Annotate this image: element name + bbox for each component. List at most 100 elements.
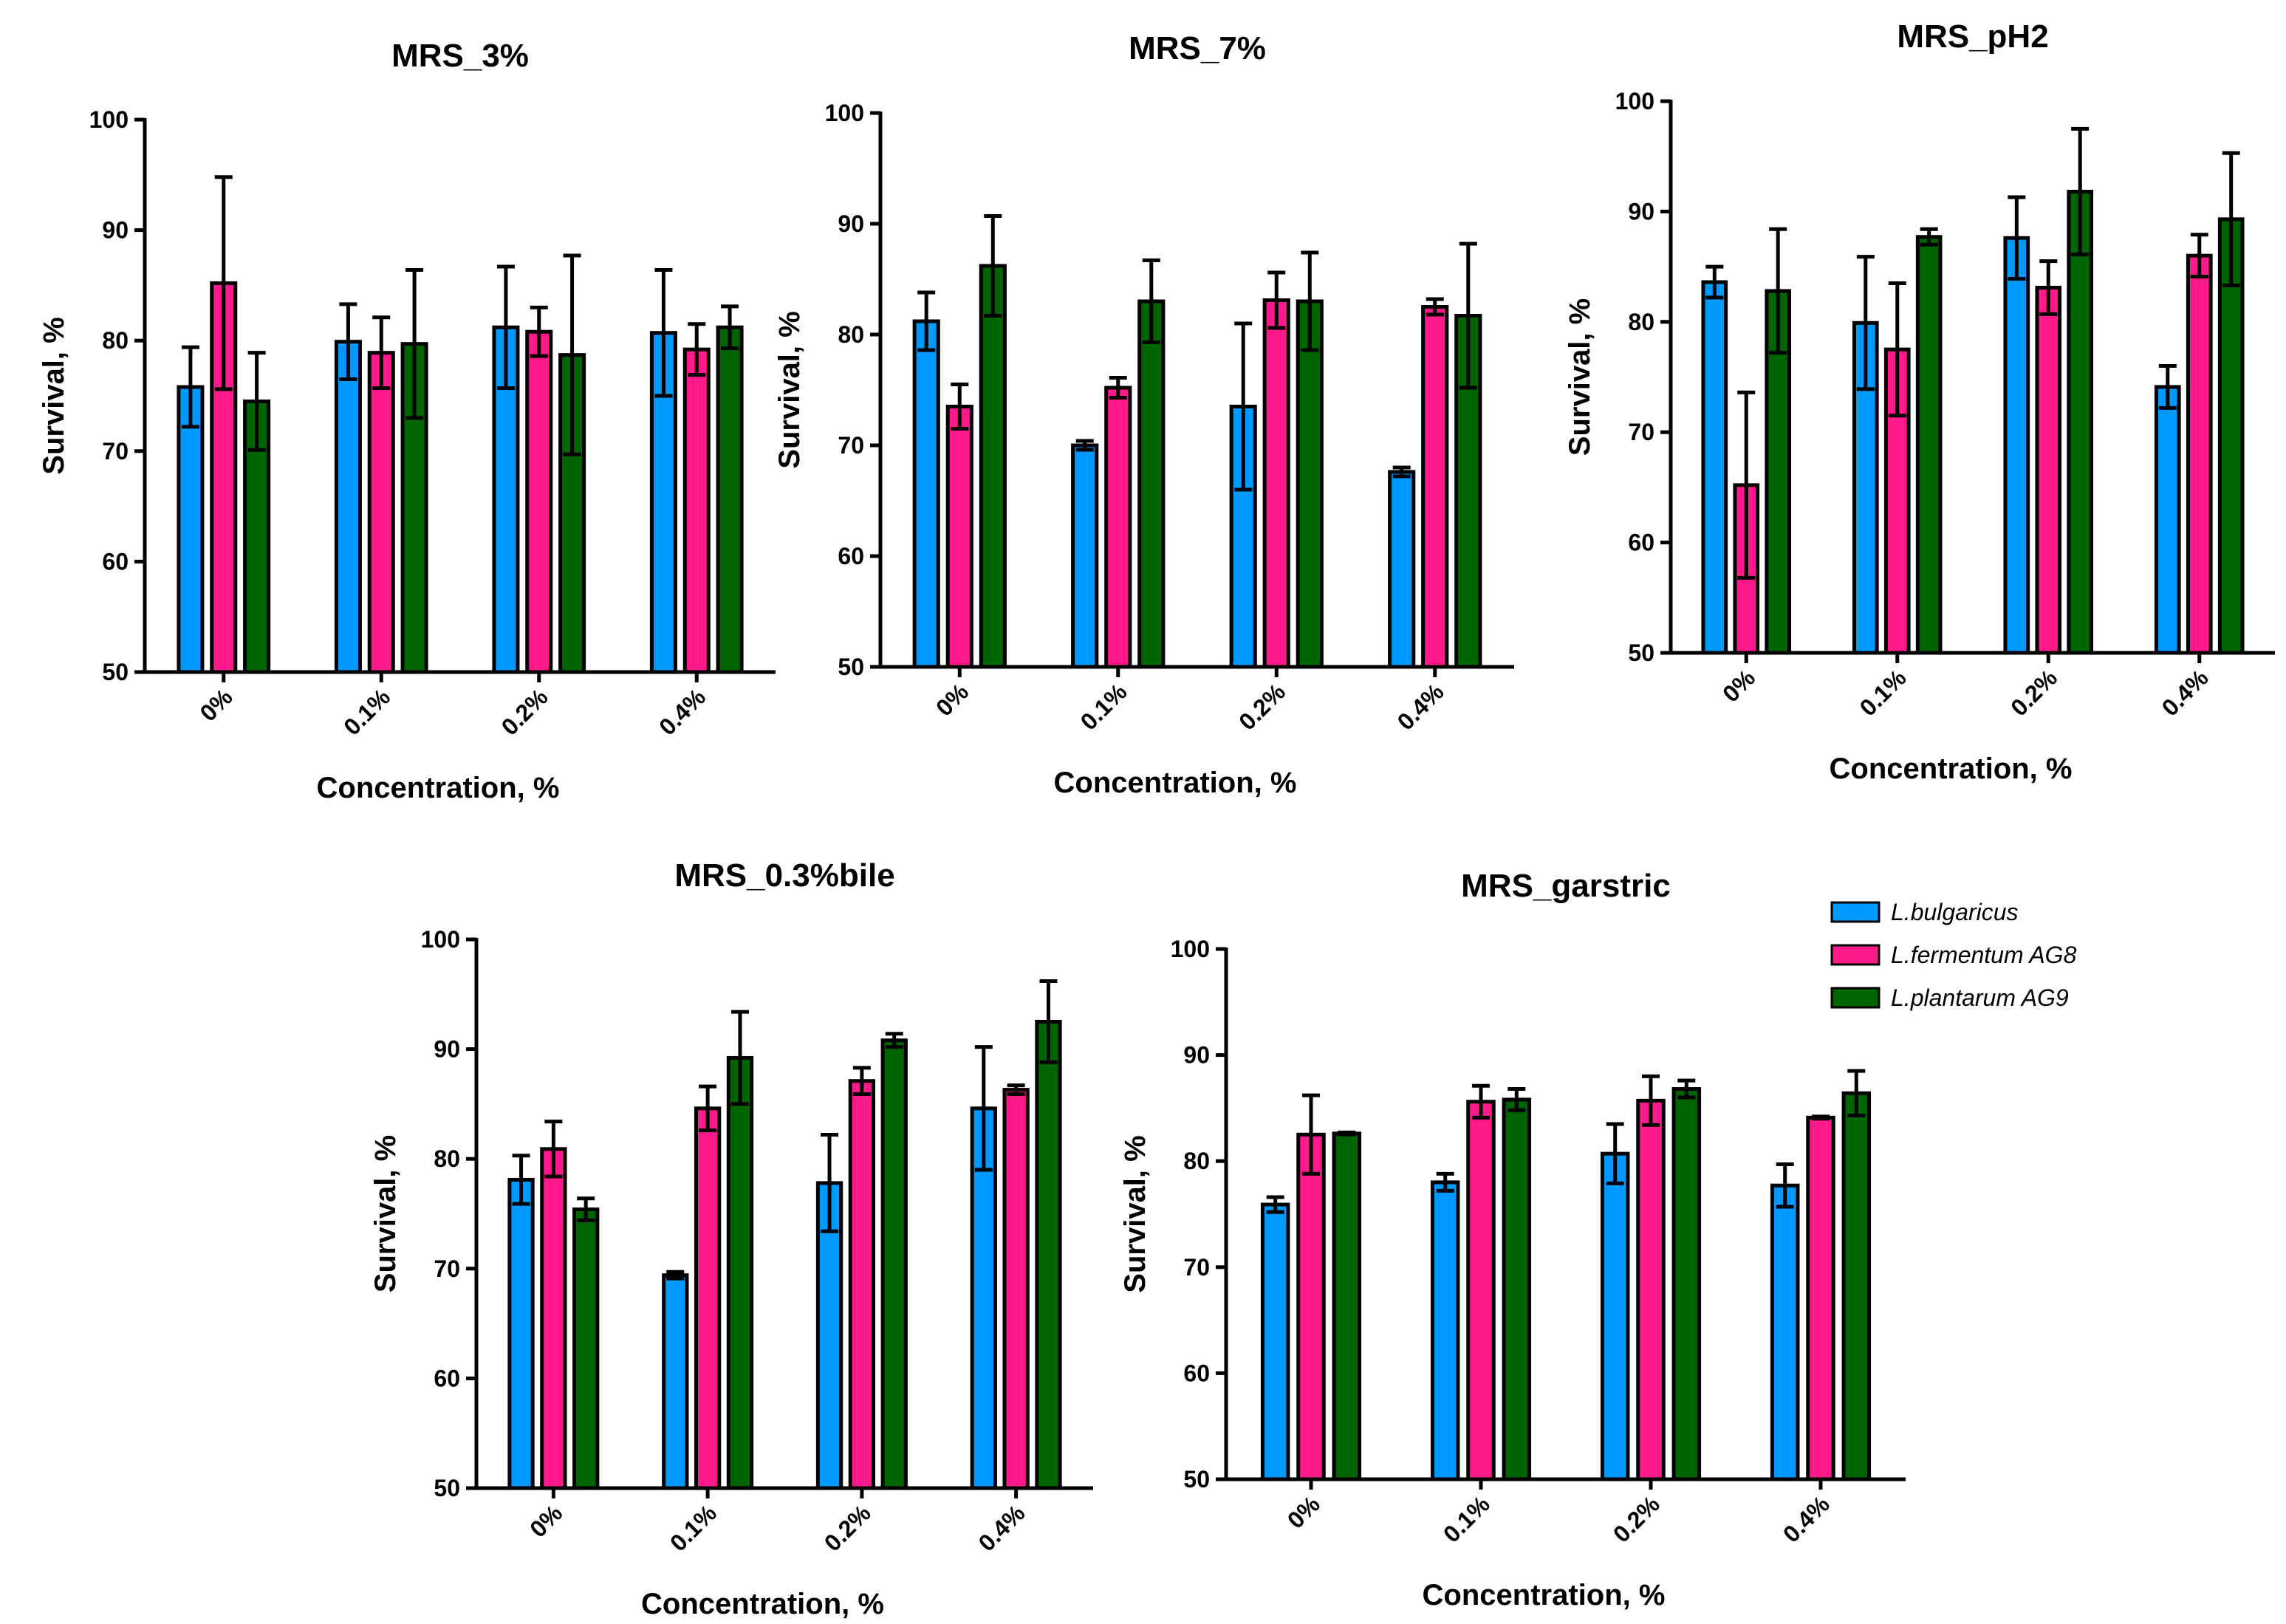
- error-bar-l-fermentum-ag8-0-4: [688, 322, 706, 377]
- bar-l-bulgaricus-0: [1701, 280, 1728, 655]
- y-tick-label: 60: [102, 548, 129, 575]
- x-tick-label-0-4: 0.4%: [973, 1499, 1030, 1556]
- error-bar-l-fermentum-ag8-0-2: [530, 305, 548, 358]
- error-bar-l-bulgaricus-0-2: [496, 264, 515, 391]
- y-tick-label: 50: [1628, 640, 1654, 666]
- bar-l-bulgaricus-0: [507, 1177, 535, 1490]
- bar-l-fermentum-ag8-0-1: [1466, 1100, 1496, 1481]
- error-bar-l-fermentum-ag8-0-1: [1109, 376, 1127, 400]
- error-bar-l-plantarum-ag9-0-1: [730, 1010, 749, 1106]
- error-bar-l-fermentum-ag8-0-2: [1642, 1074, 1660, 1127]
- x-axis-label: Concentration, %: [1830, 753, 2073, 785]
- bar-l-fermentum-ag8-0-4: [1421, 305, 1449, 669]
- y-axis-label: Survival, %: [38, 317, 70, 474]
- y-tick-label: 90: [838, 210, 864, 237]
- bar-l-fermentum-ag8-0-2: [525, 329, 553, 674]
- y-tick-label: 90: [1628, 198, 1654, 225]
- bar-l-bulgaricus-0: [912, 319, 940, 669]
- error-bar-l-fermentum-ag8-0-4: [2190, 233, 2208, 279]
- error-bar-l-plantarum-ag9-0-1: [1142, 258, 1160, 344]
- bar-l-bulgaricus-0-4: [1770, 1183, 1800, 1481]
- legend-item-l-plantarum-ag9: L.plantarum AG9: [1830, 984, 2069, 1011]
- error-bar-l-bulgaricus-0-4: [1392, 465, 1411, 479]
- error-bar-l-plantarum-ag9-0-2: [2071, 126, 2090, 257]
- bar-l-bulgaricus-0-4: [1388, 470, 1416, 669]
- error-bar-l-plantarum-ag9-0-1: [1920, 227, 1938, 247]
- error-bar-l-bulgaricus-0-1: [1436, 1171, 1454, 1193]
- x-tick-label-0-2: 0.2%: [1233, 678, 1290, 735]
- legend-label-l-fermentum-ag8: L.fermentum AG8: [1891, 942, 2077, 968]
- y-axis-label: Survival, %: [1119, 1135, 1151, 1292]
- x-tick-label-0-2: 0.2%: [2005, 664, 2062, 721]
- error-bar-l-plantarum-ag9-0: [984, 214, 1002, 318]
- error-bar-l-bulgaricus-0-1: [1075, 439, 1094, 452]
- y-tick-label: 100: [89, 106, 129, 133]
- x-tick-label-0-2: 0.2%: [496, 683, 553, 740]
- x-tick-label-0-2: 0.2%: [819, 1499, 876, 1556]
- bar-l-plantarum-ag9-0-1: [1502, 1097, 1532, 1481]
- chart-title: MRS_pH2: [1897, 18, 2048, 55]
- bar-l-plantarum-ag9-0: [979, 264, 1007, 669]
- y-tick-label: 60: [434, 1365, 460, 1391]
- error-bar-l-plantarum-ag9-0-2: [1301, 250, 1319, 352]
- legend-item-l-bulgaricus: L.bulgaricus: [1830, 899, 2019, 925]
- bar-l-bulgaricus-0-1: [1430, 1180, 1460, 1481]
- bar-l-bulgaricus-0-2: [1600, 1151, 1630, 1481]
- y-tick-label: 70: [1628, 419, 1654, 445]
- bar-l-fermentum-ag8-0-2: [1636, 1098, 1666, 1481]
- y-tick-label: 80: [434, 1145, 460, 1172]
- error-bar-l-bulgaricus-0-2: [1606, 1122, 1624, 1185]
- x-tick-label-0-4: 0.4%: [1778, 1490, 1835, 1547]
- y-tick-label: 80: [838, 321, 864, 348]
- error-bar-l-plantarum-ag9-0-4: [1459, 241, 1477, 390]
- y-tick-label: 70: [434, 1255, 460, 1282]
- bar-l-fermentum-ag8-0-1: [367, 351, 395, 674]
- bar-l-bulgaricus-0-4: [2154, 385, 2181, 655]
- error-bar-l-plantarum-ag9-0: [577, 1196, 595, 1222]
- y-tick-label: 90: [102, 217, 129, 244]
- bar-l-bulgaricus-0-1: [334, 340, 362, 674]
- bar-l-plantarum-ag9-0-1: [1915, 235, 1943, 655]
- error-bar-l-fermentum-ag8-0: [1737, 390, 1756, 580]
- error-bar-l-bulgaricus-0-2: [2008, 195, 2026, 281]
- x-tick-label-0-4: 0.4%: [654, 683, 711, 740]
- bar-l-plantarum-ag9-0-2: [2067, 190, 2094, 655]
- bar-l-fermentum-ag8-0-1: [694, 1106, 722, 1490]
- error-bar-l-bulgaricus-0-4: [654, 267, 673, 398]
- bar-l-fermentum-ag8-0: [540, 1147, 567, 1490]
- legend-label-l-plantarum-ag9: L.plantarum AG9: [1891, 984, 2069, 1011]
- error-bar-l-bulgaricus-0: [512, 1154, 530, 1206]
- error-bar-l-plantarum-ag9-0-2: [563, 253, 581, 456]
- chart-mrs-ph2: MRS_pH2 50 60 70 80 90 100 0% 0.1% 0.2% 0.4% Concen…: [1564, 18, 2275, 785]
- x-tick-label-0: 0%: [931, 678, 973, 721]
- x-axis-label: Concentration, %: [317, 772, 560, 804]
- error-bar-l-bulgaricus-0-1: [1856, 255, 1875, 391]
- error-bar-l-fermentum-ag8-0: [544, 1120, 563, 1179]
- bar-l-fermentum-ag8-0: [945, 405, 973, 669]
- error-bar-l-plantarum-ag9-0-4: [1847, 1069, 1866, 1117]
- bar-l-bulgaricus-0: [177, 385, 205, 674]
- error-bar-l-plantarum-ag9-0-4: [1039, 979, 1058, 1064]
- error-bar-l-plantarum-ag9-0-1: [405, 267, 424, 420]
- error-bar-l-fermentum-ag8-0-1: [1472, 1083, 1490, 1120]
- y-tick-label: 60: [1628, 530, 1654, 556]
- error-bar-l-plantarum-ag9-0-1: [1508, 1087, 1526, 1112]
- bar-l-fermentum-ag8-0-1: [1104, 386, 1132, 669]
- legend-label-l-bulgaricus: L.bulgaricus: [1891, 899, 2019, 925]
- bar-l-plantarum-ag9-0-4: [1035, 1019, 1062, 1490]
- legend: L.bulgaricus L.fermentum AG8 L.plantarum…: [1830, 899, 2077, 1011]
- bar-l-fermentum-ag8-0-2: [2035, 285, 2062, 655]
- error-bar-l-bulgaricus-0-1: [339, 302, 357, 382]
- x-axis-label: Concentration, %: [641, 1588, 884, 1620]
- y-tick-label: 90: [434, 1036, 460, 1063]
- error-bar-l-bulgaricus-0-4: [1776, 1162, 1794, 1209]
- x-tick-label-0-2: 0.2%: [1608, 1490, 1665, 1547]
- legend-swatch-l-fermentum-ag8: [1830, 944, 1881, 966]
- y-tick-label: 80: [102, 327, 129, 354]
- x-tick-label-0-4: 0.4%: [1392, 678, 1449, 735]
- bar-l-bulgaricus-0-2: [2003, 236, 2030, 655]
- chart-title: MRS_garstric: [1461, 868, 1671, 904]
- y-tick-label: 70: [838, 432, 864, 459]
- bar-l-bulgaricus-0-1: [662, 1273, 689, 1490]
- error-bar-l-fermentum-ag8-0-2: [852, 1066, 871, 1097]
